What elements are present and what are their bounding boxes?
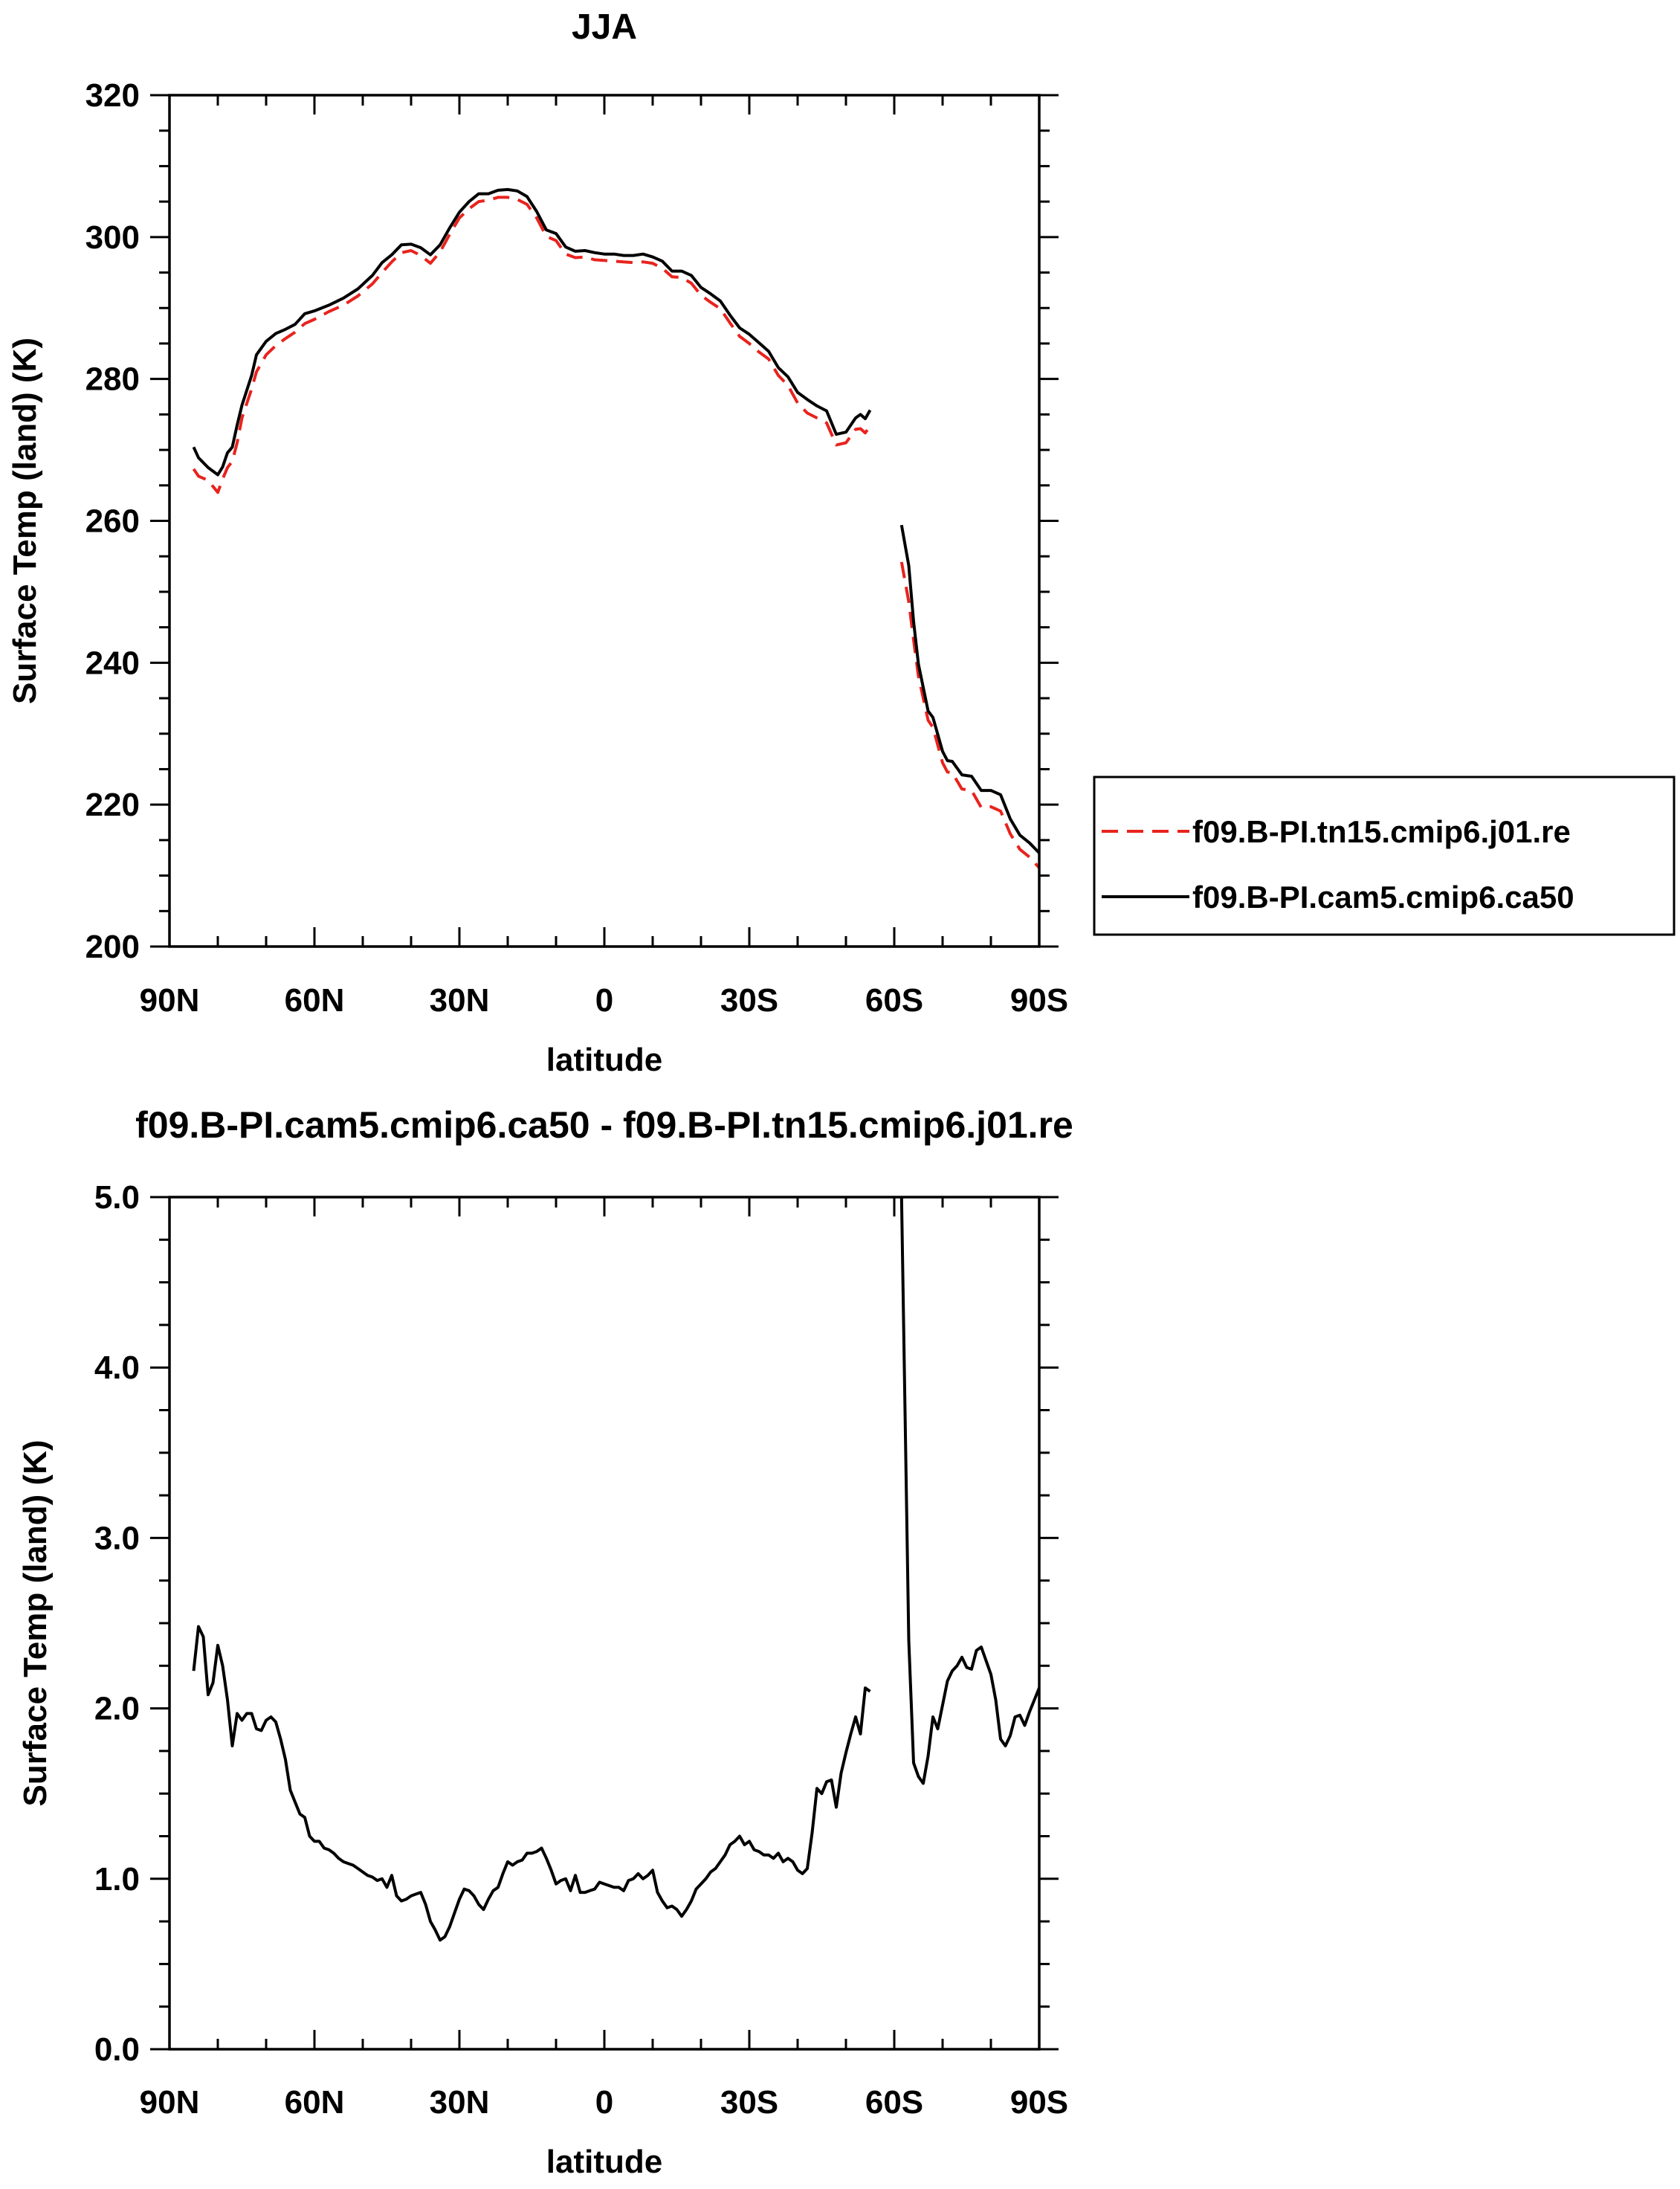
series-line-1-segment-2 (899, 561, 1039, 869)
y-tick-label: 5.0 (94, 1179, 140, 1216)
y-tick-label: 300 (85, 219, 140, 256)
y-tick-label: 0.0 (94, 2031, 140, 2068)
series-line-1-segment-1 (192, 1625, 871, 1942)
series-line-1-segment-2 (899, 1197, 1039, 1785)
x-tick-label: 90N (140, 2084, 200, 2121)
x-tick-label: 0 (595, 982, 613, 1019)
chart-title: JJA (572, 7, 637, 47)
x-tick-label: 90S (1010, 982, 1068, 1019)
chart-2: f09.B-PI.cam5.cmip6.ca50 - f09.B-PI.tn15… (17, 1104, 1073, 2180)
series-line-1-segment-1 (192, 196, 872, 494)
y-tick-label: 240 (85, 645, 140, 681)
x-tick-label: 60S (865, 982, 923, 1019)
x-tick-label: 0 (595, 2084, 613, 2121)
y-axis-label: Surface Temp (land) (K) (17, 1440, 54, 1806)
legend-label-1: f09.B-PI.tn15.cmip6.j01.re (1192, 814, 1571, 849)
plot-frame (168, 94, 1041, 948)
x-tick-label: 30N (430, 2084, 490, 2121)
y-tick-label: 280 (85, 361, 140, 398)
x-axis-label: latitude (546, 2144, 662, 2180)
x-tick-label: 90N (140, 982, 200, 1019)
x-tick-label: 30S (720, 982, 778, 1019)
y-tick-label: 220 (85, 787, 140, 823)
y-tick-label: 260 (85, 503, 140, 540)
legend-label-2: f09.B-PI.cam5.cmip6.ca50 (1192, 880, 1574, 915)
x-axis-label: latitude (546, 1042, 662, 1078)
series-line-2-segment-1 (192, 187, 872, 477)
legend: f09.B-PI.tn15.cmip6.j01.re f09.B-PI.cam5.… (1093, 776, 1676, 936)
y-tick-label: 200 (85, 929, 140, 965)
x-tick-label: 30N (430, 982, 490, 1019)
x-tick-label: 30S (720, 2084, 778, 2121)
x-tick-label: 60S (865, 2084, 923, 2121)
chart-title: f09.B-PI.cam5.cmip6.ca50 - f09.B-PI.tn15… (135, 1104, 1073, 1146)
chart-1: JJA 90N 60N 30N 0 30S 60S 90S 200 220 240 260 280 300… (7, 7, 1676, 1078)
y-tick-label: 320 (85, 77, 140, 114)
series-line-2-segment-2 (899, 524, 1039, 854)
y-tick-label: 4.0 (94, 1350, 140, 1386)
x-tick-label: 90S (1010, 2084, 1068, 2121)
y-tick-label: 1.0 (94, 1861, 140, 1898)
x-tick-label: 60N (285, 982, 345, 1019)
y-tick-label: 3.0 (94, 1520, 140, 1556)
y-axis-label: Surface Temp (land) (K) (7, 338, 43, 704)
legend-box (1093, 776, 1676, 936)
x-tick-label: 60N (285, 2084, 345, 2121)
y-tick-label: 2.0 (94, 1691, 140, 1727)
